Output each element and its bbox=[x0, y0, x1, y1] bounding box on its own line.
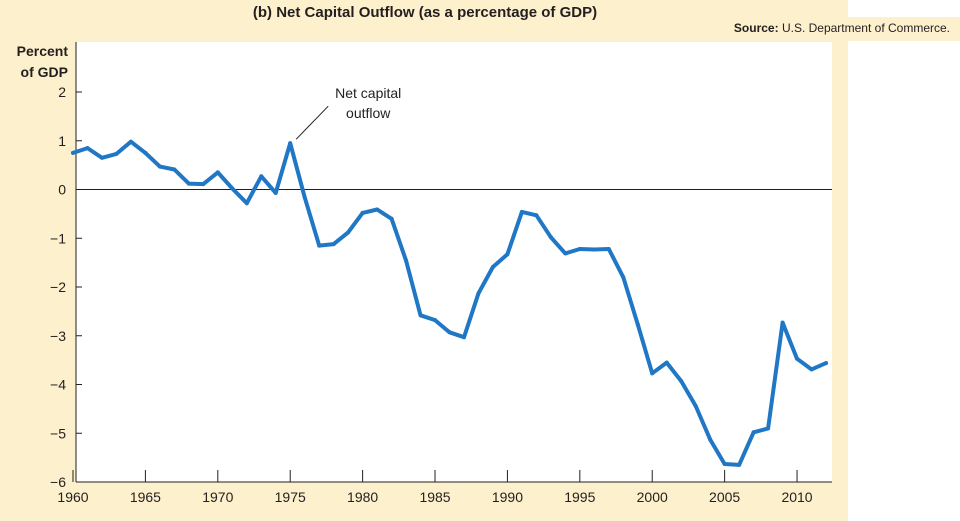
x-axis: 1960 1965 1970 1975 1980 1985 1990 1995 2000 2005… bbox=[57, 470, 832, 505]
source-label: Source: bbox=[734, 21, 779, 35]
chart-title: (b) Net Capital Outflow (as a percentage… bbox=[253, 4, 597, 21]
data-point bbox=[273, 190, 278, 195]
data-point bbox=[766, 426, 771, 431]
x-tick-label: 2000 bbox=[637, 489, 668, 505]
data-point bbox=[433, 318, 437, 323]
y-tick-label: −3 bbox=[50, 328, 66, 344]
data-point bbox=[664, 360, 669, 365]
data-point bbox=[143, 150, 148, 155]
data-point bbox=[331, 242, 336, 247]
x-tick-label: 1960 bbox=[57, 489, 88, 505]
data-point bbox=[650, 371, 655, 376]
data-point bbox=[462, 335, 466, 340]
x-tick-label: 1975 bbox=[275, 489, 306, 505]
series-layer bbox=[71, 139, 828, 467]
data-point bbox=[751, 430, 756, 435]
data-point bbox=[346, 230, 351, 235]
data-point bbox=[708, 437, 713, 442]
data-point bbox=[693, 404, 698, 408]
data-point bbox=[157, 164, 162, 169]
x-tick-label: 1990 bbox=[492, 489, 523, 505]
y-tick-label: −4 bbox=[50, 377, 66, 393]
data-point bbox=[375, 207, 380, 212]
data-point bbox=[679, 379, 684, 384]
data-point bbox=[244, 201, 249, 206]
data-point bbox=[563, 251, 568, 256]
x-tick-label: 2010 bbox=[781, 489, 812, 505]
data-point bbox=[317, 243, 322, 248]
y-axis: 2 1 0 −1 −2 −3 −4 −5 −6 bbox=[50, 42, 82, 490]
x-tick-label: 2005 bbox=[709, 489, 740, 505]
y-tick-label: −2 bbox=[50, 279, 66, 295]
annotation-leader bbox=[295, 105, 329, 140]
data-point bbox=[824, 361, 828, 366]
data-point bbox=[404, 258, 409, 263]
data-point bbox=[505, 252, 510, 257]
x-tick-label: 1980 bbox=[347, 489, 378, 505]
y-tick-label: −1 bbox=[50, 230, 66, 246]
data-point bbox=[534, 213, 539, 218]
data-point bbox=[722, 462, 727, 466]
plot-area bbox=[76, 42, 832, 482]
data-point bbox=[592, 247, 597, 252]
x-tick-label: 1995 bbox=[564, 489, 595, 505]
y-tick-label: 2 bbox=[58, 84, 66, 100]
data-point bbox=[288, 141, 293, 146]
y-axis-label-line1: Percent bbox=[17, 43, 69, 59]
data-point bbox=[447, 330, 452, 335]
annotation-text-line2: outflow bbox=[346, 105, 391, 121]
data-point bbox=[418, 313, 423, 318]
data-point bbox=[519, 209, 524, 214]
chart-source: Source: U.S. Department of Commerce. bbox=[734, 21, 950, 35]
data-point bbox=[201, 182, 206, 187]
data-point bbox=[360, 210, 365, 215]
data-point bbox=[259, 174, 264, 179]
data-point bbox=[795, 356, 799, 361]
x-tick-label: 1970 bbox=[202, 489, 233, 505]
x-tick-label: 1965 bbox=[130, 489, 161, 505]
y-tick-label: −5 bbox=[50, 425, 66, 441]
y-tick-label: 0 bbox=[58, 182, 66, 198]
data-point bbox=[635, 322, 640, 327]
annotation-text-line1: Net capital bbox=[335, 85, 401, 101]
y-tick-label: −6 bbox=[50, 474, 66, 490]
data-point bbox=[172, 167, 177, 172]
data-point bbox=[476, 291, 481, 296]
data-point bbox=[780, 320, 785, 325]
data-point bbox=[302, 195, 307, 200]
data-point bbox=[230, 186, 235, 191]
source-text: U.S. Department of Commerce. bbox=[782, 21, 950, 35]
data-point bbox=[128, 139, 133, 144]
data-point bbox=[114, 151, 119, 156]
y-axis-label-line2: of GDP bbox=[21, 64, 68, 80]
data-point bbox=[215, 170, 220, 175]
data-point bbox=[548, 235, 553, 240]
data-point bbox=[737, 462, 742, 467]
data-point bbox=[621, 275, 626, 280]
data-point bbox=[186, 181, 191, 186]
data-point bbox=[85, 146, 90, 151]
data-point bbox=[490, 265, 495, 269]
data-point bbox=[71, 150, 75, 155]
data-point bbox=[100, 155, 104, 160]
source-background bbox=[848, 17, 960, 41]
annotation: Net capital outflow bbox=[295, 85, 401, 140]
data-point bbox=[389, 216, 394, 221]
data-point bbox=[809, 367, 814, 372]
data-point bbox=[606, 247, 611, 251]
data-point bbox=[577, 247, 582, 251]
y-tick-label: 1 bbox=[58, 133, 66, 149]
x-tick-label: 1985 bbox=[419, 489, 450, 505]
